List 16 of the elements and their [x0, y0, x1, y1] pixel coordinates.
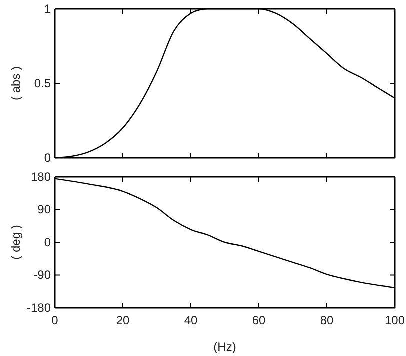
y-tick-label: 180 [30, 170, 52, 184]
x-tick-label: 80 [320, 314, 334, 328]
y-tick-label: 0 [44, 150, 52, 165]
y-axis-title: ( deg ) [9, 225, 24, 260]
y-axis-title: ( abs ) [9, 66, 24, 101]
x-tick-label: 60 [252, 314, 266, 328]
y-tick-label: -180 [26, 300, 52, 315]
x-tick-label: 20 [116, 314, 130, 328]
y-tick-label: 0 [44, 235, 52, 250]
x-tick-label: 100 [384, 314, 406, 328]
x-axis-title: (Hz) [214, 340, 236, 354]
y-tick-label: -90 [34, 268, 52, 282]
x-tick-label: 40 [184, 314, 198, 328]
y-tick-label: 0.5 [34, 76, 52, 90]
y-tick-label: 90 [38, 202, 52, 217]
y-tick-label: 1 [44, 2, 52, 16]
